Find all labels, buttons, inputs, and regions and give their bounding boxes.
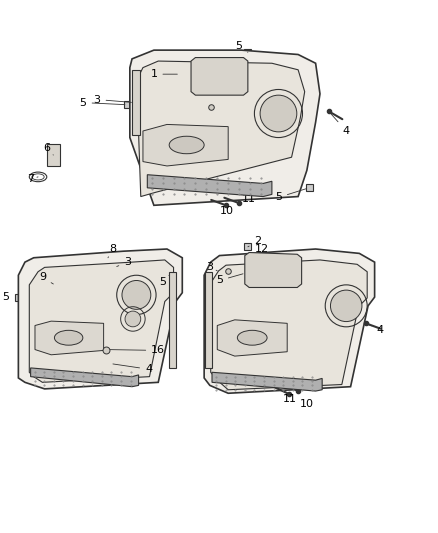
Text: 5: 5 — [275, 189, 307, 203]
Bar — [124, 101, 131, 108]
Text: 3: 3 — [117, 257, 131, 267]
Text: 11: 11 — [239, 194, 256, 204]
Polygon shape — [169, 272, 176, 368]
Text: 3: 3 — [94, 94, 131, 104]
Text: 5: 5 — [2, 292, 9, 302]
Text: 12: 12 — [255, 244, 273, 255]
Polygon shape — [47, 144, 60, 166]
Text: 1: 1 — [150, 69, 177, 79]
Ellipse shape — [169, 136, 204, 154]
Text: 5: 5 — [216, 274, 243, 286]
Text: 5: 5 — [80, 98, 125, 108]
Polygon shape — [147, 175, 272, 197]
Polygon shape — [143, 124, 228, 166]
Text: 16: 16 — [109, 345, 165, 356]
Text: 6: 6 — [43, 143, 53, 155]
Polygon shape — [212, 372, 322, 391]
Ellipse shape — [54, 330, 83, 345]
Polygon shape — [191, 58, 248, 95]
Polygon shape — [130, 50, 320, 205]
Polygon shape — [132, 70, 140, 135]
Text: 11: 11 — [283, 394, 297, 404]
Bar — [242, 270, 249, 277]
Bar — [244, 244, 251, 251]
Polygon shape — [204, 249, 374, 393]
Text: 8: 8 — [108, 244, 116, 258]
Text: 4: 4 — [113, 364, 152, 374]
Text: 10: 10 — [220, 205, 234, 215]
Polygon shape — [138, 61, 305, 197]
Text: 2: 2 — [248, 236, 261, 247]
Bar — [15, 294, 22, 301]
Bar — [306, 184, 313, 191]
Polygon shape — [245, 253, 302, 287]
Circle shape — [330, 290, 362, 321]
Polygon shape — [18, 249, 182, 389]
Polygon shape — [35, 321, 104, 355]
Text: 4: 4 — [331, 114, 350, 136]
Bar — [244, 49, 251, 56]
Text: 5: 5 — [159, 275, 169, 287]
Circle shape — [260, 95, 297, 132]
Polygon shape — [31, 368, 138, 387]
Circle shape — [125, 311, 141, 327]
Polygon shape — [205, 272, 212, 368]
Polygon shape — [217, 320, 287, 356]
Text: 12: 12 — [208, 64, 222, 74]
Text: 10: 10 — [300, 399, 314, 409]
Text: 9: 9 — [39, 272, 53, 284]
Text: 4: 4 — [368, 325, 384, 335]
Ellipse shape — [237, 330, 267, 345]
Text: 7: 7 — [27, 174, 38, 184]
Circle shape — [122, 280, 151, 309]
Text: 3: 3 — [206, 262, 217, 271]
Bar — [166, 272, 173, 279]
Text: 5: 5 — [236, 41, 248, 52]
Polygon shape — [29, 260, 173, 382]
Polygon shape — [211, 260, 367, 390]
